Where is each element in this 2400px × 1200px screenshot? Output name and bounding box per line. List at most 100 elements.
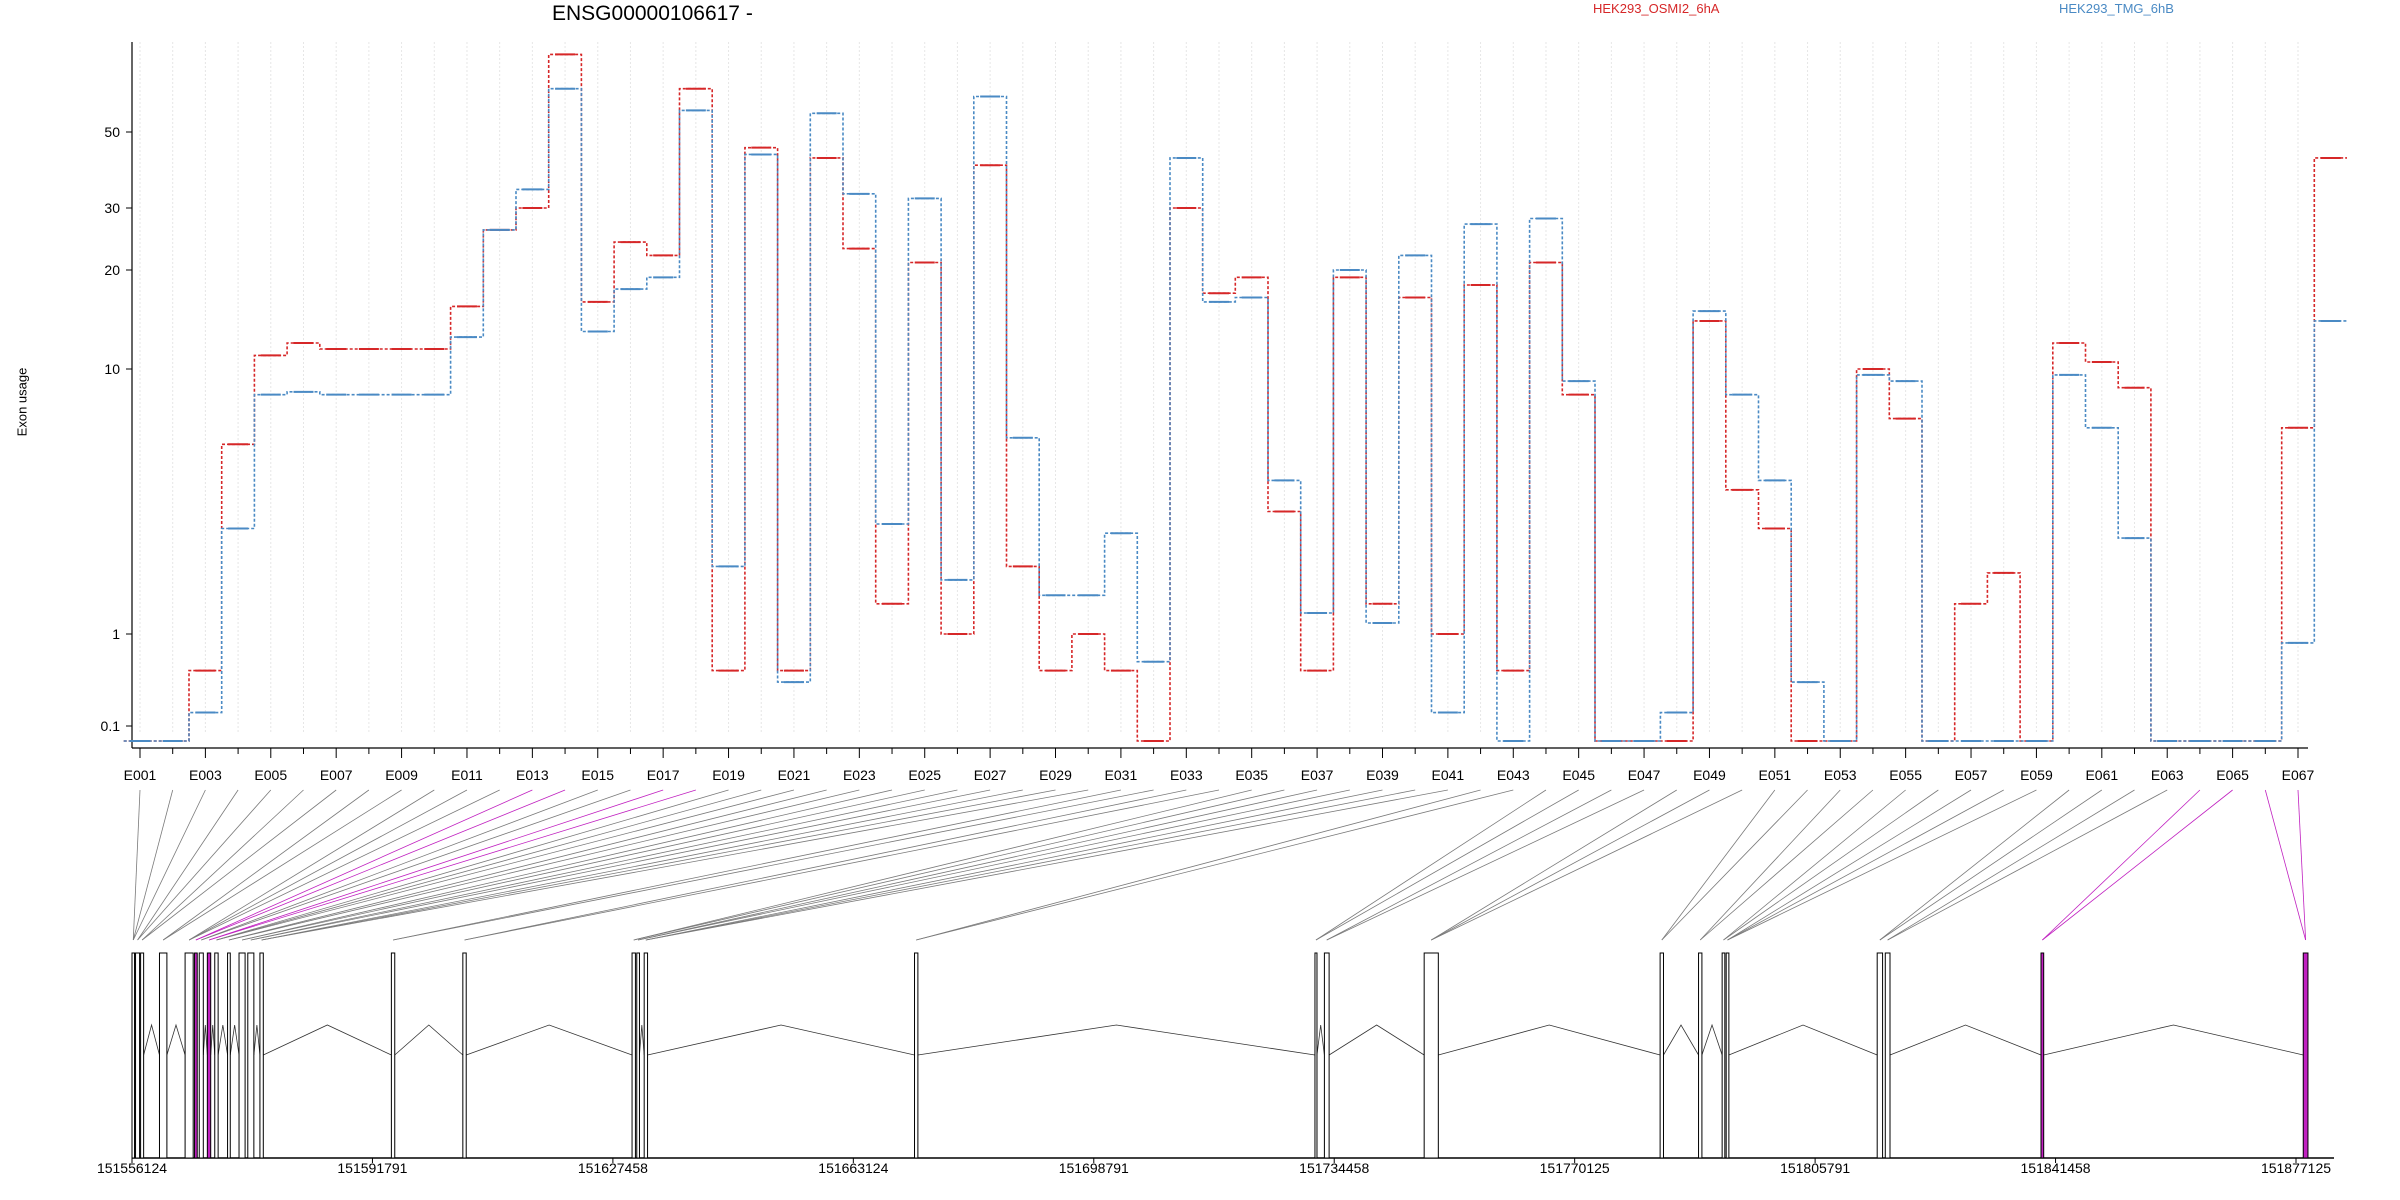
exon-connector-line bbox=[201, 789, 598, 941]
exon-connector-line bbox=[241, 789, 925, 941]
exon-box bbox=[631, 952, 636, 1159]
exon-connector-line bbox=[1326, 789, 1645, 941]
x-tick-label: E009 bbox=[385, 767, 418, 783]
x-tick-label: E043 bbox=[1497, 767, 1530, 783]
exon-connector-line bbox=[2042, 789, 2233, 941]
intron-connector bbox=[217, 1024, 228, 1056]
x-tick-label: E037 bbox=[1301, 767, 1334, 783]
series-line bbox=[123, 87, 2347, 742]
exon-connector-line bbox=[916, 789, 1514, 941]
exon-connector-line bbox=[1661, 789, 1808, 941]
intron-connector bbox=[1663, 1024, 1699, 1056]
exon-connector-line bbox=[141, 789, 337, 941]
exon-box bbox=[1323, 952, 1330, 1159]
exon-connector-line bbox=[1879, 789, 2103, 941]
exon-connector-line bbox=[216, 789, 762, 941]
x-tick-label: E055 bbox=[1889, 767, 1922, 783]
exon-connector-line bbox=[1699, 789, 1841, 941]
exon-box bbox=[135, 952, 141, 1159]
exon-box bbox=[238, 952, 246, 1159]
exon-connector-line bbox=[392, 789, 1121, 941]
exon-connector-line bbox=[132, 789, 206, 941]
exon-connector-line bbox=[645, 789, 1448, 941]
x-tick-label: E013 bbox=[516, 767, 549, 783]
exon-connector-line bbox=[464, 789, 1187, 941]
x-tick-label: E033 bbox=[1170, 767, 1203, 783]
exon-connector-line bbox=[645, 789, 1416, 941]
exon-connector-line bbox=[261, 789, 1089, 941]
exon-box bbox=[158, 952, 168, 1159]
legend-entry-series-b: HEK293_TMG_6hB bbox=[2059, 1, 2174, 16]
intron-connector bbox=[917, 1024, 1316, 1056]
intron-connector bbox=[1438, 1024, 1661, 1056]
y-tick-label: 1 bbox=[112, 626, 120, 642]
genome-tick-label: 151698791 bbox=[1059, 1160, 1129, 1176]
intron-connector bbox=[253, 1024, 261, 1056]
x-tick-label: E061 bbox=[2085, 767, 2118, 783]
exon-connector-line bbox=[1431, 789, 1743, 941]
x-tick-label: E001 bbox=[124, 767, 157, 783]
exon-connector-line bbox=[1661, 789, 1776, 941]
x-tick-label: E015 bbox=[581, 767, 614, 783]
exon-box bbox=[643, 952, 649, 1159]
genome-tick-label: 151770125 bbox=[1540, 1160, 1610, 1176]
exon-box bbox=[462, 952, 467, 1159]
genome-tick-label: 151556124 bbox=[97, 1160, 167, 1176]
intron-connector bbox=[1728, 1024, 1878, 1056]
x-tick-label: E067 bbox=[2282, 767, 2315, 783]
y-tick-label: 50 bbox=[104, 124, 120, 140]
exon-box bbox=[1884, 952, 1891, 1159]
x-tick-label: E045 bbox=[1562, 767, 1595, 783]
exon-box bbox=[636, 952, 640, 1159]
intron-connector bbox=[2043, 1024, 2304, 1056]
chart-title: ENSG00000106617 - bbox=[552, 2, 753, 25]
y-tick-label: 0.1 bbox=[101, 718, 121, 734]
intron-connector bbox=[1701, 1023, 1723, 1056]
exon-box bbox=[1721, 952, 1726, 1159]
exon-connector-line bbox=[250, 789, 958, 941]
exon-box bbox=[206, 952, 212, 1159]
exon-connector-line bbox=[261, 789, 1023, 941]
genome-tick-label: 151841458 bbox=[2021, 1160, 2091, 1176]
exon-connector-line bbox=[201, 789, 631, 941]
exon-connector-line bbox=[208, 789, 664, 941]
exon-connector-line bbox=[916, 789, 1481, 941]
exon-connector-line bbox=[162, 789, 370, 941]
exon-box bbox=[184, 952, 194, 1159]
x-tick-label: E057 bbox=[1955, 767, 1988, 783]
intron-connector bbox=[263, 1024, 392, 1056]
x-tick-label: E025 bbox=[908, 767, 941, 783]
exon-connector-line bbox=[137, 789, 239, 941]
y-tick-label: 20 bbox=[104, 262, 120, 278]
exon-connector-line bbox=[228, 789, 827, 941]
exon-connector-line bbox=[633, 789, 1252, 941]
series-line bbox=[123, 53, 2347, 742]
grid-layer bbox=[139, 42, 2299, 733]
x-tick-label: E059 bbox=[2020, 767, 2053, 783]
x-tick-label: E029 bbox=[1039, 767, 1072, 783]
x-tick-label: E021 bbox=[778, 767, 811, 783]
exon-connector-line bbox=[188, 789, 435, 941]
exon-box bbox=[390, 952, 396, 1159]
intron-connector bbox=[143, 1023, 160, 1056]
exon-connector-line bbox=[1431, 789, 1710, 941]
exon-box bbox=[1725, 952, 1730, 1159]
exon-connector-line bbox=[1699, 789, 1874, 941]
exon-connector-line bbox=[188, 789, 468, 941]
exon-box bbox=[2040, 952, 2045, 1159]
legend-entry-series-a: HEK293_OSMI2_6hA bbox=[1593, 1, 1720, 16]
intron-connector bbox=[210, 1024, 216, 1056]
intron-connector bbox=[394, 1024, 464, 1056]
exon-box bbox=[1659, 952, 1664, 1159]
exon-connector-line bbox=[392, 789, 1154, 941]
x-tick-label: E005 bbox=[254, 767, 287, 783]
x-tick-label: E023 bbox=[843, 767, 876, 783]
exon-connector-line bbox=[188, 789, 500, 941]
intron-connector bbox=[639, 1024, 645, 1056]
exon-connector-line bbox=[250, 789, 991, 941]
exon-connector-line bbox=[1315, 789, 1547, 941]
series-layer bbox=[123, 53, 2347, 742]
exon-box bbox=[259, 952, 264, 1159]
intron-connector bbox=[229, 1024, 240, 1056]
